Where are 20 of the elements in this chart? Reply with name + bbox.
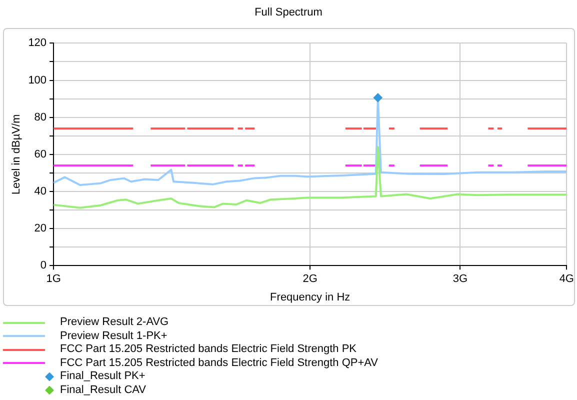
legend-label: Final_Result CAV: [60, 384, 146, 397]
chart-title: Full Spectrum: [254, 6, 322, 19]
y-tick-label: 100: [28, 74, 47, 86]
x-tick-label: 2G: [302, 273, 318, 286]
y-axis-title: Level in dBµV/m: [10, 114, 23, 195]
y-tick-label: 20: [34, 222, 47, 235]
x-axis-title: Frequency in Hz: [270, 291, 350, 304]
x-tick-label: 4G: [559, 273, 574, 286]
legend-label: Preview Result 1-PK+: [60, 330, 168, 343]
x-tick-label: 1G: [46, 273, 61, 286]
legend-label: Preview Result 2-AVG: [60, 316, 169, 330]
y-tick-label: 80: [34, 111, 47, 124]
y-tick-label: 40: [34, 186, 47, 198]
legend-label: FCC Part 15.205 Restricted bands Electric Field Strength PK: [60, 343, 357, 356]
y-tick-label: 120: [28, 37, 47, 50]
legend-label: FCC Part 15.205 Restricted bands Electric Field Strength QP+AV: [60, 356, 378, 370]
x-tick-label: 3G: [452, 273, 468, 286]
legend-label: Final_Result PK+: [60, 370, 146, 384]
y-tick-label: 60: [34, 148, 47, 160]
y-tick-label: 0: [40, 260, 47, 272]
